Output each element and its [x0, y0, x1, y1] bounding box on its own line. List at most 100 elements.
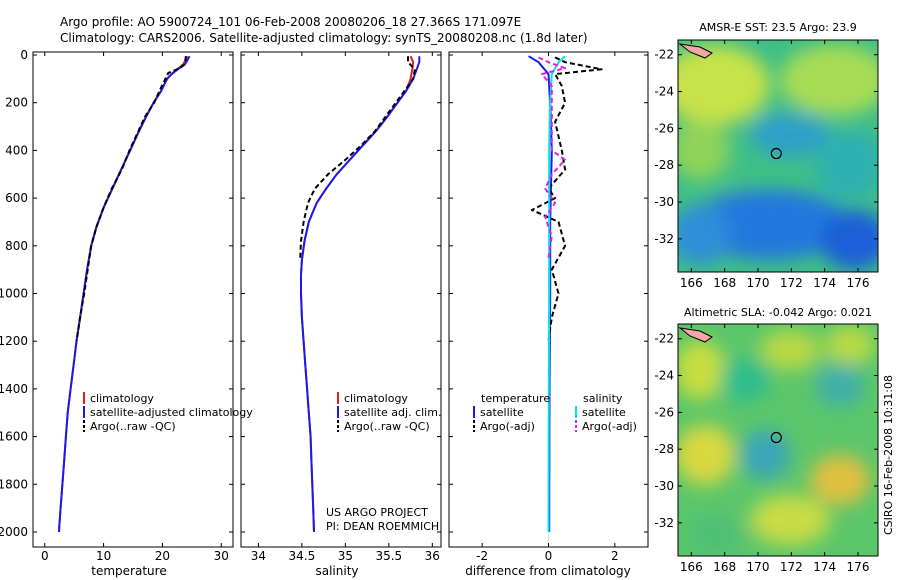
- sst-map-lat-label: -28: [654, 158, 674, 172]
- temperature-legend-climatology: climatology: [90, 392, 154, 405]
- sst-float-marker: [770, 147, 782, 160]
- salinity-xtick-label: 34.5: [289, 549, 316, 563]
- salinity-legend-argo: Argo(..raw -QC): [344, 420, 430, 433]
- sst-map-lon-label: 172: [780, 276, 803, 290]
- temperature-xtick-label: 0: [41, 549, 49, 563]
- sla-map-lat-label: -28: [654, 442, 674, 456]
- difference-legend-salinity-heading: salinity: [583, 392, 623, 405]
- depth-ytick-label: 1000: [0, 287, 28, 301]
- temperature-xtick-label: 30: [214, 549, 229, 563]
- salinity-series-group: [299, 55, 421, 533]
- temperature-legend-argo: Argo(..raw -QC): [90, 420, 176, 433]
- csiro-timestamp: CSIRO 16-Feb-2008 10:31:08: [882, 375, 895, 535]
- depth-ytick-label: 2000: [0, 525, 28, 539]
- depth-ytick-label: 800: [5, 239, 28, 253]
- depth-ytick-label: 1200: [0, 334, 28, 348]
- depth-ytick-label: 1600: [0, 430, 28, 444]
- temperature-xtick-label: 10: [96, 549, 111, 563]
- salinity-ticks: 34 34.5 35 35.5 36: [241, 52, 441, 563]
- salinity-xtick-label: 35: [338, 549, 353, 563]
- temperature-axes-frame: [32, 51, 234, 548]
- sla-map-field: [678, 324, 878, 556]
- sst-map-lon-label: 174: [813, 276, 836, 290]
- temperature-ticks: 0 10 20 30 0 200 400 600 800 1000 1200 1400 1600 1800…: [0, 48, 233, 563]
- difference-xlabel: difference from climatology: [465, 564, 631, 578]
- difference-series-1: [530, 56, 603, 342]
- sst-map-lat-label: -30: [654, 195, 674, 209]
- sst-map-lon-label: 176: [847, 276, 870, 290]
- temperature-xlabel: temperature: [91, 564, 166, 578]
- sst-map-lon-label: 170: [747, 276, 770, 290]
- depth-ytick-label: 1400: [0, 382, 28, 396]
- difference-legend-temp-argo: Argo(-adj): [480, 420, 535, 433]
- temperature-xtick-label: 20: [155, 549, 170, 563]
- sla-map-title: Altimetric SLA: -0.042 Argo: 0.021: [684, 306, 872, 319]
- difference-series-3: [538, 56, 567, 258]
- sla-map-lat-label: -32: [654, 516, 674, 530]
- sst-map-ticks: 166 168 170 172 174 176 -22 -24 -26 -28 -30 -32: [654, 40, 878, 290]
- salinity-xtick-label: 35.5: [375, 549, 402, 563]
- difference-legend-temperature-heading: temperature: [481, 392, 550, 405]
- difference-panel: -2 0 2 difference from climatology: [448, 51, 649, 578]
- sst-map-lat-label: -32: [654, 232, 674, 246]
- depth-ytick-label: 600: [5, 191, 28, 205]
- depth-ytick-label: 0: [20, 48, 28, 62]
- header-line-1: Argo profile: AO 5900724_101 06-Feb-2008…: [60, 15, 521, 29]
- sla-float-marker: [770, 431, 782, 444]
- sst-map-lon-label: 168: [713, 276, 736, 290]
- salinity-series-2: [299, 56, 416, 261]
- sla-map-lat-label: -30: [654, 479, 674, 493]
- pi-credit: PI: DEAN ROEMMICH: [326, 520, 439, 533]
- difference-xtick-label: 0: [545, 549, 553, 563]
- project-credit: US ARGO PROJECT: [326, 506, 428, 519]
- difference-legend-sal-argo: Argo(-adj): [582, 420, 637, 433]
- salinity-series-1: [300, 56, 421, 533]
- sst-map-field: [678, 40, 878, 272]
- sla-map-lat-label: -22: [654, 332, 674, 346]
- salinity-xlabel: salinity: [315, 564, 358, 578]
- sst-map-frame: [677, 39, 879, 273]
- depth-ytick-label: 200: [5, 96, 28, 110]
- sla-map-lon-label: 176: [847, 560, 870, 574]
- temperature-legend-satellite: satellite-adjusted climatology: [90, 406, 253, 419]
- salinity-legend-satellite: satellite adj. clim.: [344, 406, 441, 419]
- temperature-series-2: [75, 56, 187, 342]
- sla-map-lat-label: -26: [654, 405, 674, 419]
- sst-map-lat-label: -24: [654, 85, 674, 99]
- salinity-xtick-label: 36: [425, 549, 440, 563]
- salinity-legend-climatology: climatology: [344, 392, 408, 405]
- depth-ytick-label: 1800: [0, 477, 28, 491]
- sst-map-lon-label: 166: [680, 276, 703, 290]
- difference-xtick-label: -2: [476, 549, 488, 563]
- difference-xtick-label: 2: [611, 549, 619, 563]
- sst-map-lat-label: -26: [654, 121, 674, 135]
- temperature-series-group: [57, 55, 191, 533]
- sst-map-panel: AMSR-E SST: 23.5 Argo: 23.9 166 168 170 172…: [654, 21, 879, 290]
- difference-series-2: [547, 55, 566, 533]
- sst-map-lat-label: -22: [654, 48, 674, 62]
- salinity-legend: climatology satellite adj. clim. Argo(..…: [337, 392, 441, 433]
- sla-map-ticks: 166 168 170 172 174 176 -22 -24 -26 -28 -30 -32: [654, 324, 878, 574]
- sla-map-lat-label: -24: [654, 369, 674, 383]
- sla-map-lon-label: 172: [780, 560, 803, 574]
- salinity-xtick-label: 34: [251, 549, 266, 563]
- sla-map-lon-label: 166: [680, 560, 703, 574]
- sst-map-title: AMSR-E SST: 23.5 Argo: 23.9: [699, 21, 857, 34]
- salinity-panel: 34 34.5 35 35.5 36 salinity: [240, 51, 442, 578]
- sla-map-lon-label: 170: [747, 560, 770, 574]
- temperature-panel: 0 10 20 30 0 200 400 600 800 1000 1200 1400 1600 1800…: [0, 48, 234, 578]
- difference-ticks: -2 0 2: [449, 52, 648, 563]
- sla-map-lon-label: 174: [813, 560, 836, 574]
- difference-legend: temperature satellite Argo(-adj) salinit…: [473, 392, 637, 433]
- difference-series-group: [528, 52, 603, 547]
- difference-legend-temp-satellite: satellite: [480, 406, 524, 419]
- temperature-legend: climatology satellite-adjusted climatolo…: [83, 392, 253, 433]
- header-line-2: Climatology: CARS2006. Satellite-adjuste…: [60, 31, 588, 45]
- sla-map-frame: [677, 323, 879, 557]
- difference-legend-sal-satellite: satellite: [582, 406, 626, 419]
- depth-ytick-label: 400: [5, 143, 28, 157]
- sla-map-lon-label: 168: [713, 560, 736, 574]
- salinity-axes-frame: [240, 51, 442, 548]
- sla-map-panel: Altimetric SLA: -0.042 Argo: 0.021 166 16…: [654, 306, 879, 574]
